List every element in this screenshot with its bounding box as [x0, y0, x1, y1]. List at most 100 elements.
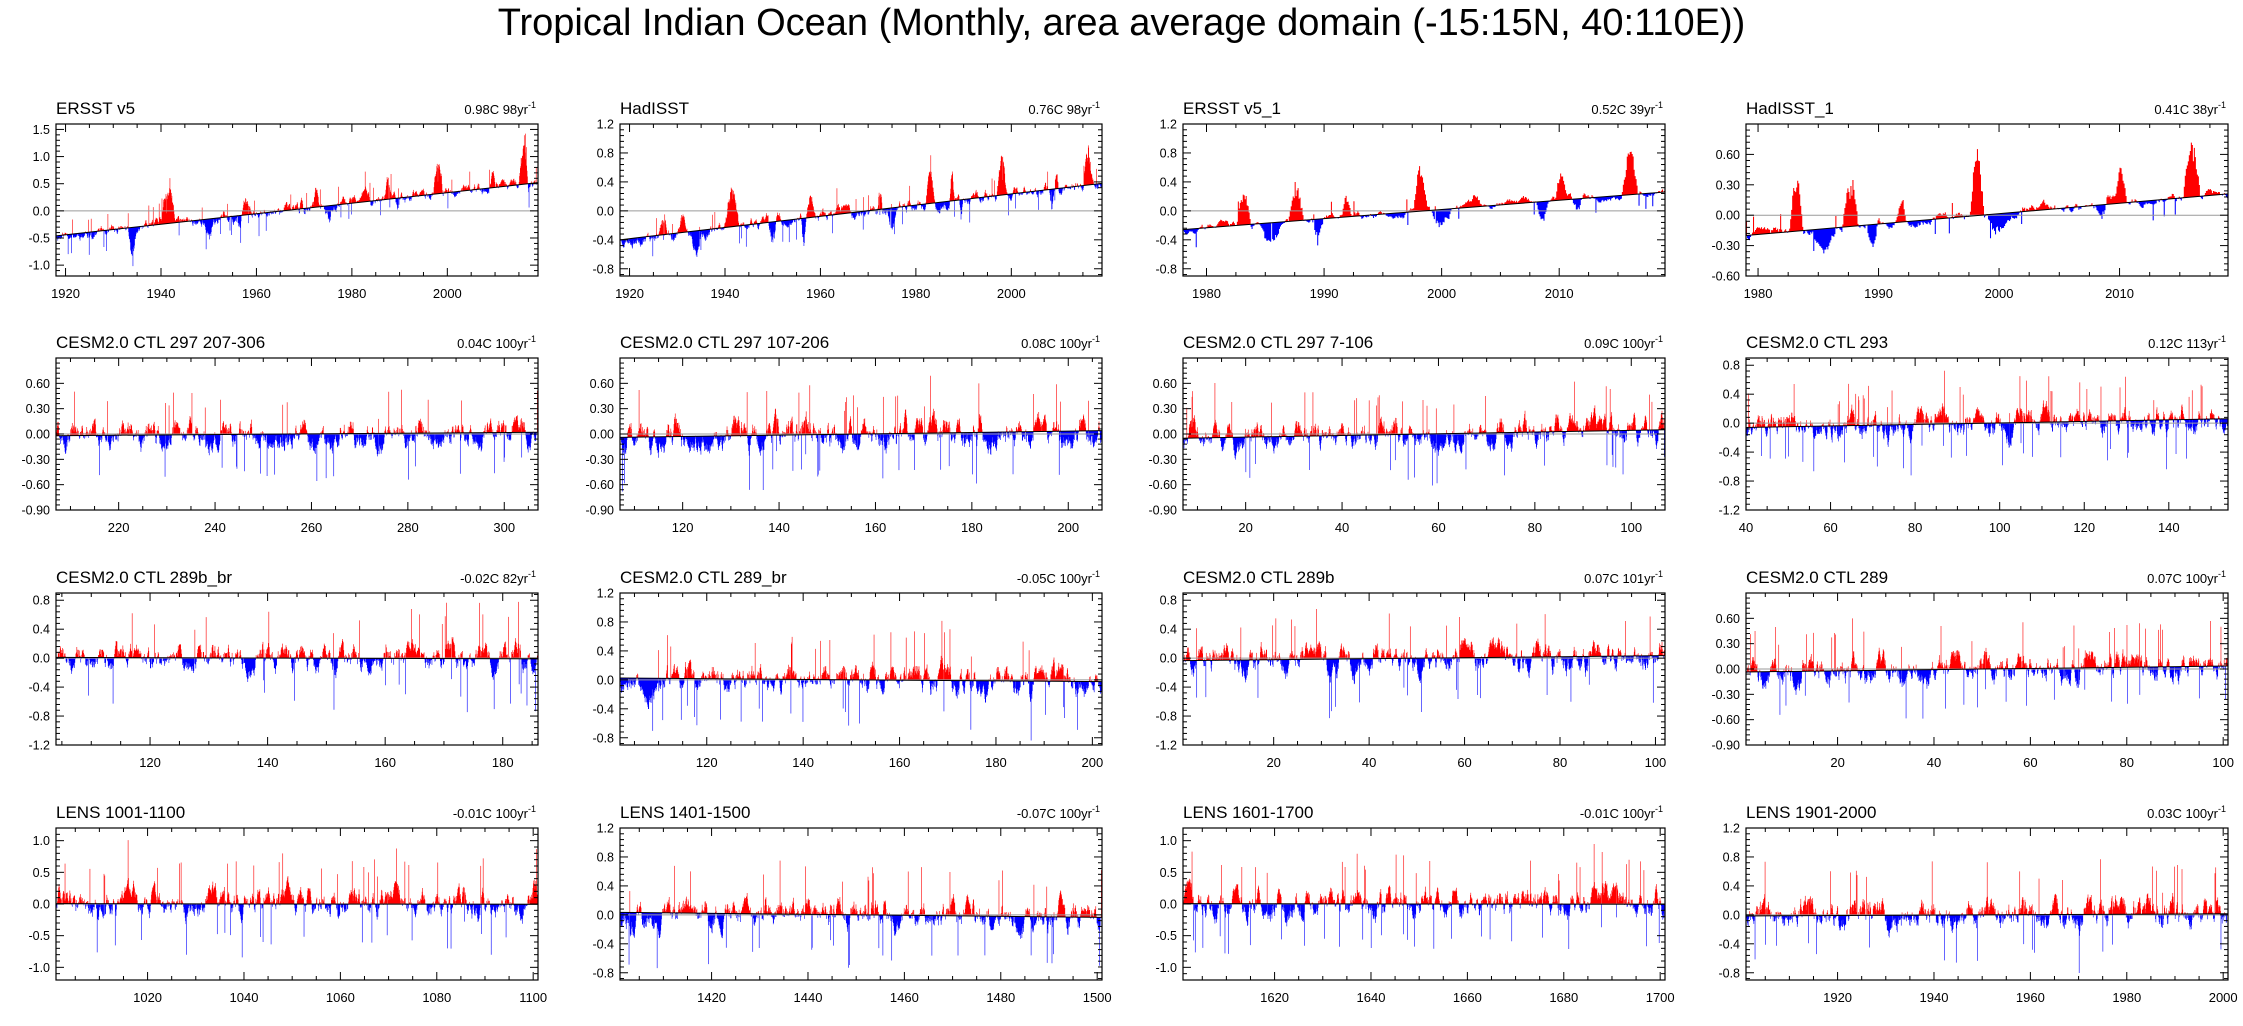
chart-panel: 120 140 160 180 -1.2 -0.8 -0.4 0.0 0.4 0.8 CESM2.0… [28, 568, 539, 770]
y-tick-label: 0.0 [1160, 652, 1177, 666]
plot-frame [619, 123, 1103, 277]
panel-title: LENS 1401-1500 [620, 803, 750, 822]
y-tick-label: -0.8 [28, 710, 50, 724]
x-tick-label: 280 [397, 520, 419, 535]
trend-line [55, 182, 539, 237]
chart-panel: 1620 1640 1660 1680 1700 -1.0 -0.5 0.0 0.5 1.0 LEN… [1155, 803, 1674, 1005]
x-tick-label: 1940 [1920, 990, 1949, 1005]
y-tick-label: -1.2 [28, 739, 50, 753]
x-tick-label: 160 [865, 520, 887, 535]
x-tick-label: 1980 [2112, 990, 2141, 1005]
y-tick-label: -0.4 [1718, 937, 1740, 951]
x-tick-label: 100 [2212, 755, 2234, 770]
panel-title: ERSST v5 [56, 99, 135, 118]
positive-anomaly-bars [1746, 618, 2228, 672]
negative-anomaly-bars [55, 657, 538, 713]
trend-value: 0.12C 113yr [2148, 336, 2219, 351]
x-tick-label: 2000 [997, 286, 1026, 301]
trend-label: 0.03C 100yr-1 [2147, 804, 2226, 821]
chart-panel: 1920 1940 1960 1980 2000 -0.8 -0.4 0.0 0.4 0.8 1.2… [1718, 803, 2237, 1005]
y-tick-label: -0.8 [1155, 262, 1177, 276]
y-tick-label: -0.4 [592, 233, 614, 247]
x-tick-label: 2000 [433, 286, 462, 301]
positive-anomaly-bars [1749, 859, 2226, 916]
trend-value: 0.03C 100yr [2147, 806, 2218, 821]
x-tick-label: 1960 [2016, 990, 2045, 1005]
negative-anomaly-bars [1182, 903, 1666, 954]
x-tick-label: 260 [301, 520, 323, 535]
panel-title: ERSST v5_1 [1183, 99, 1281, 118]
trend-line [1745, 418, 2229, 428]
y-tick-label: 0.00 [1153, 428, 1177, 442]
x-tick-label: 1980 [1192, 286, 1221, 301]
trend-value: 0.04C 100yr [457, 336, 528, 351]
y-tick-label: -1.0 [28, 961, 50, 975]
negative-anomaly-bars [619, 912, 1101, 969]
positive-anomaly-bars [627, 375, 1100, 438]
trend-line [1745, 193, 2229, 236]
trend-value: -0.07C 100yr [1017, 806, 1093, 821]
x-tick-label: 140 [768, 520, 790, 535]
negative-anomaly-bars [55, 903, 528, 958]
trend-superscript: -1 [528, 569, 536, 579]
y-tick-label: 0.30 [1153, 402, 1177, 416]
x-tick-label: 120 [696, 755, 718, 770]
positive-anomaly-bars [1198, 151, 1666, 229]
y-tick-label: -0.30 [586, 453, 615, 467]
y-tick-label: -0.60 [1149, 478, 1178, 492]
negative-anomaly-bars [1745, 666, 2229, 719]
trend-value: 0.07C 101yr [1584, 571, 1655, 586]
trend-value: 0.41C 38yr [2154, 102, 2218, 117]
positive-anomaly-bars [1183, 608, 1666, 661]
trend-superscript: -1 [2218, 569, 2226, 579]
y-tick-label: 1.2 [597, 118, 614, 132]
chart-panel: 220 240 260 280 300 -0.90 -0.60 -0.30 0.00 0.30 0.… [22, 333, 539, 535]
y-tick-label: 0.8 [597, 615, 614, 629]
y-tick-label: 0.0 [597, 673, 614, 687]
y-tick-label: 0.4 [597, 879, 614, 893]
x-tick-label: 80 [1528, 520, 1542, 535]
panel-title: CESM2.0 CTL 297 207-306 [56, 333, 265, 352]
y-tick-label: 0.8 [1723, 850, 1740, 864]
panel-title: LENS 1001-1100 [56, 803, 185, 822]
plot-frame [619, 827, 1103, 981]
trend-value: 0.76C 98yr [1028, 102, 1092, 117]
panel-title: HadISST_1 [1746, 99, 1834, 118]
x-tick-label: 1060 [326, 990, 355, 1005]
y-tick-label: 1.0 [33, 834, 50, 848]
trend-label: 0.12C 113yr-1 [2148, 334, 2226, 351]
negative-anomaly-bars [619, 183, 1103, 257]
trend-superscript: -1 [1092, 804, 1100, 814]
trend-value: 0.07C 100yr [2147, 571, 2218, 586]
x-tick-label: 1940 [711, 286, 740, 301]
x-tick-label: 2000 [2209, 990, 2238, 1005]
trend-superscript: -1 [2218, 334, 2226, 344]
positive-anomaly-bars [56, 389, 539, 436]
plot-frame [55, 123, 539, 277]
y-tick-label: 1.0 [1160, 834, 1177, 848]
x-tick-label: 120 [139, 755, 161, 770]
plot-frame [1182, 592, 1666, 746]
y-tick-label: 0.00 [26, 428, 50, 442]
y-tick-label: 0.0 [597, 908, 614, 922]
trend-line [619, 430, 1103, 438]
plot-frame [1745, 357, 2229, 511]
chart-panel: 120 140 160 180 200 -0.90 -0.60 -0.30 0.00 0.30 0.… [586, 333, 1103, 535]
positive-anomaly-bars [1183, 844, 1662, 905]
positive-anomaly-bars [1745, 142, 2226, 236]
y-tick-label: 0.60 [1153, 377, 1177, 391]
x-tick-label: 1080 [422, 990, 451, 1005]
y-tick-label: 0.0 [1723, 908, 1740, 922]
chart-panel: 40 60 80 100 120 140 -1.2 -0.8 -0.4 0.0 0.4 0.8 CESM… [1718, 333, 2229, 535]
x-tick-label: 60 [1457, 755, 1471, 770]
x-tick-label: 180 [961, 520, 983, 535]
y-tick-label: 0.60 [26, 377, 50, 391]
y-tick-label: 1.2 [1723, 822, 1740, 836]
x-tick-label: 300 [493, 520, 515, 535]
chart-panel: 1920 1940 1960 1980 2000 -1.0 -0.5 0.0 0.5 1.0 1.5… [28, 99, 539, 301]
x-tick-label: 1460 [890, 990, 919, 1005]
y-tick-label: 0.4 [33, 623, 50, 637]
x-tick-label: 40 [1335, 520, 1349, 535]
positive-anomaly-bars [57, 840, 539, 905]
trend-superscript: -1 [2218, 804, 2226, 814]
